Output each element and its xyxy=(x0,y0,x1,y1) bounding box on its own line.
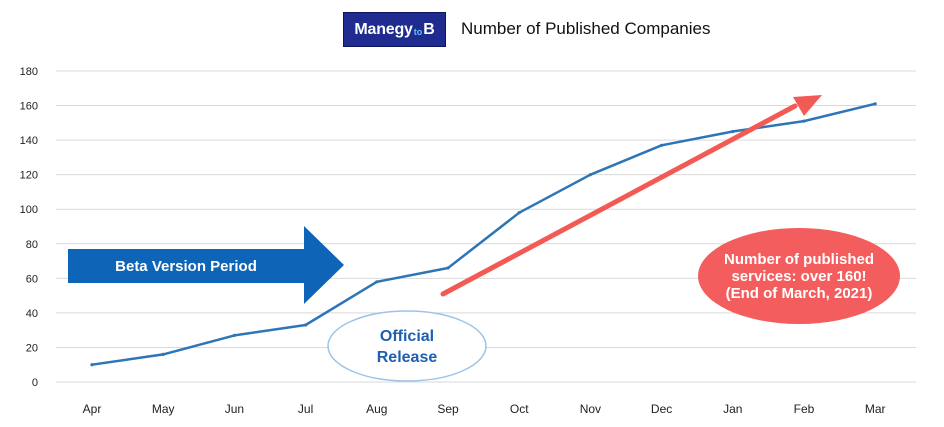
chart-title: Number of Published Companies xyxy=(461,19,711,38)
data-point xyxy=(517,211,521,215)
y-tick-label: 100 xyxy=(20,204,38,216)
y-tick-label: 40 xyxy=(26,308,38,320)
data-point xyxy=(304,323,308,327)
beta-period-label: Beta Version Period xyxy=(115,257,257,275)
x-tick-label: Oct xyxy=(510,402,529,416)
x-tick-label: Feb xyxy=(794,402,815,416)
y-tick-label: 120 xyxy=(20,170,38,182)
series-line xyxy=(90,102,877,366)
beta-period-arrow xyxy=(68,226,344,304)
x-tick-label: Nov xyxy=(580,402,601,416)
x-tick-label: Jun xyxy=(225,402,244,416)
grid-lines xyxy=(56,70,916,383)
official-release-ellipse xyxy=(327,310,487,382)
data-point xyxy=(446,266,450,270)
x-tick-label: Jul xyxy=(298,402,313,416)
x-tick-label: May xyxy=(152,402,175,416)
data-point xyxy=(660,143,664,147)
growth-trend-arrowhead xyxy=(793,95,822,116)
official-release-label: Official Release xyxy=(376,328,438,366)
logo-text-small: to xyxy=(413,26,423,37)
y-tick-label: 140 xyxy=(20,135,38,147)
logo-text-main: Manegy xyxy=(354,20,413,38)
brand-logo: Manegy to B xyxy=(343,12,446,47)
data-point xyxy=(588,173,593,177)
y-tick-label: 80 xyxy=(26,239,38,251)
y-tick-label: 20 xyxy=(26,342,38,354)
data-point xyxy=(873,102,877,106)
data-point xyxy=(90,363,94,367)
x-axis-ticks: Apr May Jun Jul Aug Sep Oct Nov Dec Jan Feb Mar xyxy=(83,402,886,416)
x-tick-label: Jan xyxy=(723,402,742,416)
data-point xyxy=(161,352,165,356)
y-tick-label: 160 xyxy=(20,101,38,113)
data-point xyxy=(802,119,806,123)
series-layer xyxy=(90,95,877,367)
x-tick-label: Aug xyxy=(366,402,387,416)
x-tick-label: Dec xyxy=(651,402,672,416)
published-services-callout-ellipse xyxy=(698,228,900,324)
data-point xyxy=(731,129,735,134)
y-tick-label: 60 xyxy=(26,273,38,285)
logo-text-end: B xyxy=(423,20,435,38)
y-tick-label: 0 xyxy=(32,377,38,389)
x-tick-label: Mar xyxy=(865,402,886,416)
growth-trend-arrow xyxy=(440,103,798,297)
x-tick-label: Apr xyxy=(83,402,102,416)
data-point xyxy=(232,333,236,337)
x-tick-label: Sep xyxy=(437,402,459,416)
data-point xyxy=(375,280,379,284)
y-tick-label: 180 xyxy=(20,66,38,78)
published-services-callout-label: Number of published services: over 160! … xyxy=(724,250,874,302)
y-axis-ticks: 0 20 40 60 80 100 120 140 160 180 xyxy=(20,66,38,389)
annotation-shapes xyxy=(68,226,900,382)
